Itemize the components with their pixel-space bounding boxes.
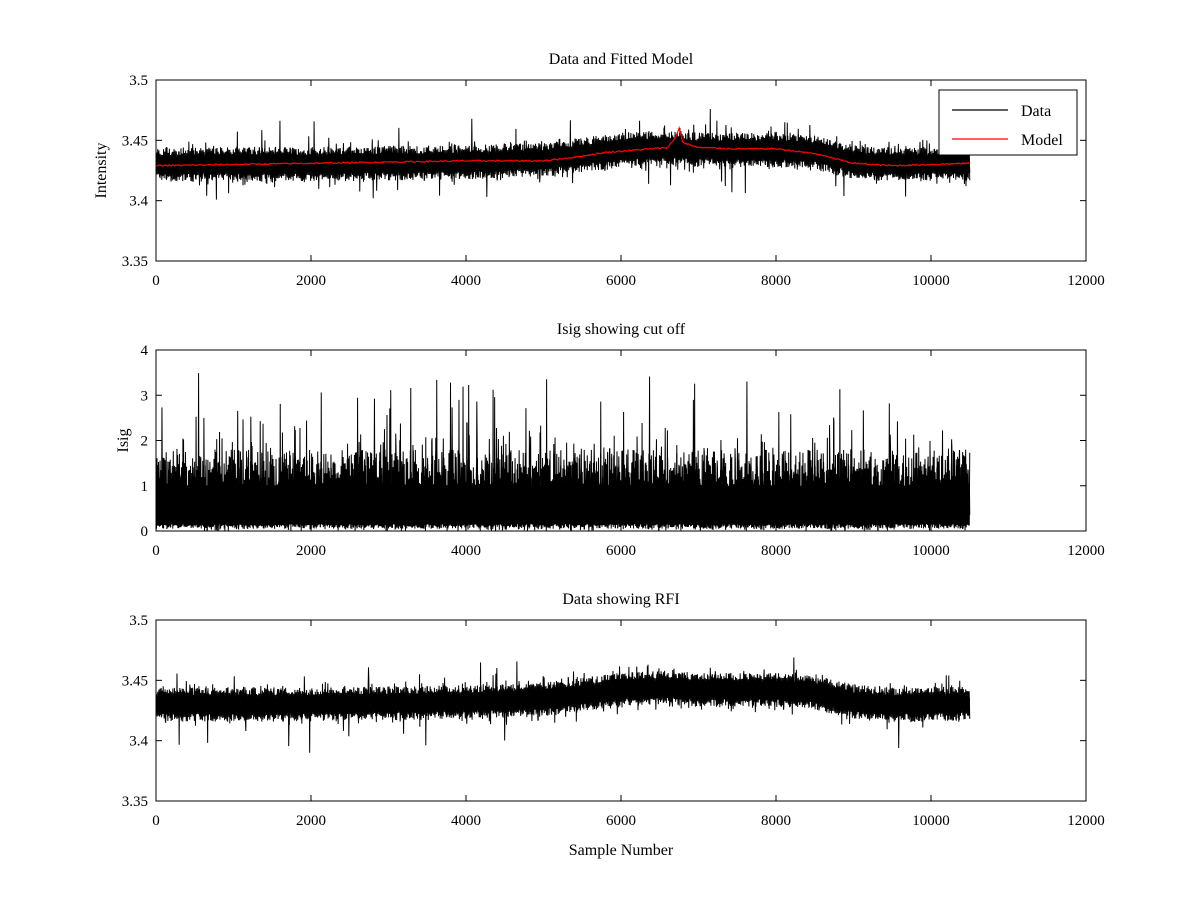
x-tick-label: 6000 — [606, 273, 636, 289]
y-tick-label: 3.35 — [122, 254, 148, 270]
series-band-isig — [155, 449, 971, 529]
x-tick-label: 12000 — [1067, 273, 1105, 289]
y-tick-label: 3.35 — [122, 794, 148, 810]
chart-title: Isig showing cut off — [557, 321, 686, 338]
x-tick-label: 8000 — [761, 813, 791, 829]
y-tick-label: 3.45 — [122, 133, 148, 149]
x-tick-label: 12000 — [1067, 813, 1105, 829]
y-tick-label: 3.4 — [129, 194, 148, 210]
x-tick-label: 0 — [152, 813, 160, 829]
y-tick-label: 3 — [141, 388, 149, 404]
ticks: 0 2000 4000 6000 8000 10000 12000 3.35 3.4 3.45 3.… — [122, 613, 1105, 829]
series-line-model — [155, 125, 971, 167]
y-axis-label: Isig — [115, 429, 132, 453]
legend-entry-data: Data — [1021, 103, 1051, 120]
y-tick-label: 1 — [141, 479, 149, 495]
x-tick-label: 12000 — [1067, 543, 1105, 559]
x-tick-label: 10000 — [912, 813, 950, 829]
legend: Data Model — [938, 89, 1078, 156]
plot-area — [155, 373, 971, 532]
y-tick-label: 3.45 — [122, 673, 148, 689]
x-tick-label: 8000 — [761, 543, 791, 559]
panel-data-and-model: Data and Fitted Model Intensity 0 2000 400… — [93, 51, 1105, 289]
plot-area — [155, 108, 971, 200]
y-tick-label: 0 — [141, 524, 149, 540]
panel-isig: Isig showing cut off Isig 0 2000 4000 6000 8… — [115, 321, 1105, 559]
y-tick-label: 3.5 — [129, 73, 148, 89]
x-tick-label: 6000 — [606, 543, 636, 559]
chart-title: Data and Fitted Model — [549, 51, 694, 68]
y-tick-label: 4 — [141, 343, 149, 359]
chart-title: Data showing RFI — [562, 591, 679, 608]
ticks: 0 2000 4000 6000 8000 10000 12000 0 1 2 3 4 — [141, 343, 1105, 559]
plot-area — [155, 657, 971, 753]
x-tick-label: 10000 — [912, 543, 950, 559]
x-tick-label: 10000 — [912, 273, 950, 289]
y-tick-label: 3.4 — [129, 734, 148, 750]
x-tick-label: 0 — [152, 273, 160, 289]
y-tick-label: 3.5 — [129, 613, 148, 629]
ticks: 0 2000 4000 6000 8000 10000 12000 3.35 3.4 3.45 3.… — [122, 73, 1105, 289]
y-tick-label: 2 — [141, 434, 149, 450]
x-tick-label: 4000 — [451, 543, 481, 559]
x-tick-label: 4000 — [451, 813, 481, 829]
x-tick-label: 8000 — [761, 273, 791, 289]
series-band-data — [155, 670, 971, 722]
panel-rfi: Data showing RFI 0 2000 4000 6000 8000 10000 1… — [122, 591, 1105, 859]
x-tick-label: 2000 — [296, 273, 326, 289]
x-tick-label: 2000 — [296, 543, 326, 559]
x-tick-label: 4000 — [451, 273, 481, 289]
series-band-data — [155, 131, 971, 182]
x-tick-label: 6000 — [606, 813, 636, 829]
legend-box — [938, 89, 1078, 156]
x-tick-label: 2000 — [296, 813, 326, 829]
x-tick-label: 0 — [152, 543, 160, 559]
y-axis-label: Intensity — [93, 143, 110, 199]
x-axis-label: Sample Number — [569, 842, 674, 859]
legend-entry-model: Model — [1021, 132, 1063, 149]
